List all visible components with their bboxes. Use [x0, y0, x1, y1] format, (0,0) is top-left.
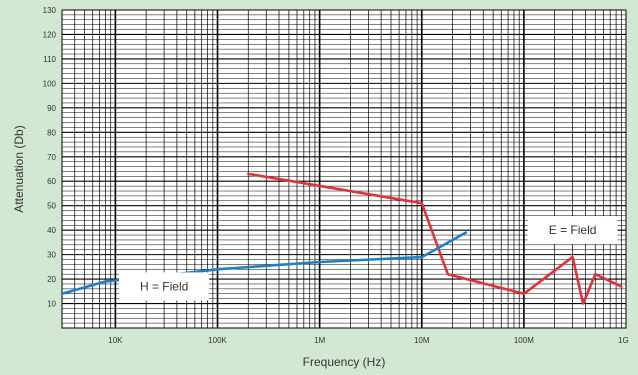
y-tick-label: 10 — [47, 300, 56, 309]
y-tick-label: 20 — [47, 275, 56, 284]
annotation-box — [119, 272, 210, 301]
annotation-label: E = Field — [549, 223, 597, 237]
y-tick-label: 50 — [47, 202, 56, 211]
x-tick-labels: 10K 100K 1M 10M 100M 1G — [108, 336, 628, 345]
x-tick-label: 1G — [618, 336, 629, 345]
x-tick-label: 100M — [514, 336, 534, 345]
minor-grid — [62, 10, 626, 328]
annotation-1: H = Field — [119, 272, 210, 301]
y-tick-label: 130 — [43, 6, 57, 15]
annotation-label: H = Field — [140, 279, 188, 293]
x-tick-label: 10M — [414, 336, 430, 345]
x-tick-label: 1M — [314, 336, 325, 345]
x-axis-title: Frequency (Hz) — [303, 355, 386, 369]
y-axis-title: Attenuation (Db) — [12, 125, 26, 212]
x-tick-label: 10K — [108, 336, 123, 345]
y-tick-label: 110 — [43, 55, 56, 64]
x-tick-label: 100K — [208, 336, 227, 345]
series-lines — [60, 172, 623, 305]
y-tick-label: 40 — [47, 226, 56, 235]
y-tick-labels: 10 20 30 40 50 60 70 80 90 100 110 120 130 — [43, 6, 57, 309]
y-tick-label: 90 — [47, 104, 56, 113]
y-tick-label: 60 — [47, 177, 56, 186]
major-grid — [62, 10, 626, 328]
annotation-box — [527, 216, 618, 245]
plot-border — [61, 9, 627, 329]
y-tick-label: 100 — [43, 79, 57, 88]
series-line-1 — [247, 172, 623, 305]
y-tick-label: 70 — [47, 153, 56, 162]
y-tick-label: 30 — [47, 251, 56, 260]
annotations: H = Field E = Field — [119, 216, 618, 301]
series-line-2 — [60, 231, 468, 296]
y-tick-label: 80 — [47, 128, 56, 137]
y-tick-label: 120 — [43, 30, 57, 39]
annotation-2: E = Field — [527, 216, 618, 245]
